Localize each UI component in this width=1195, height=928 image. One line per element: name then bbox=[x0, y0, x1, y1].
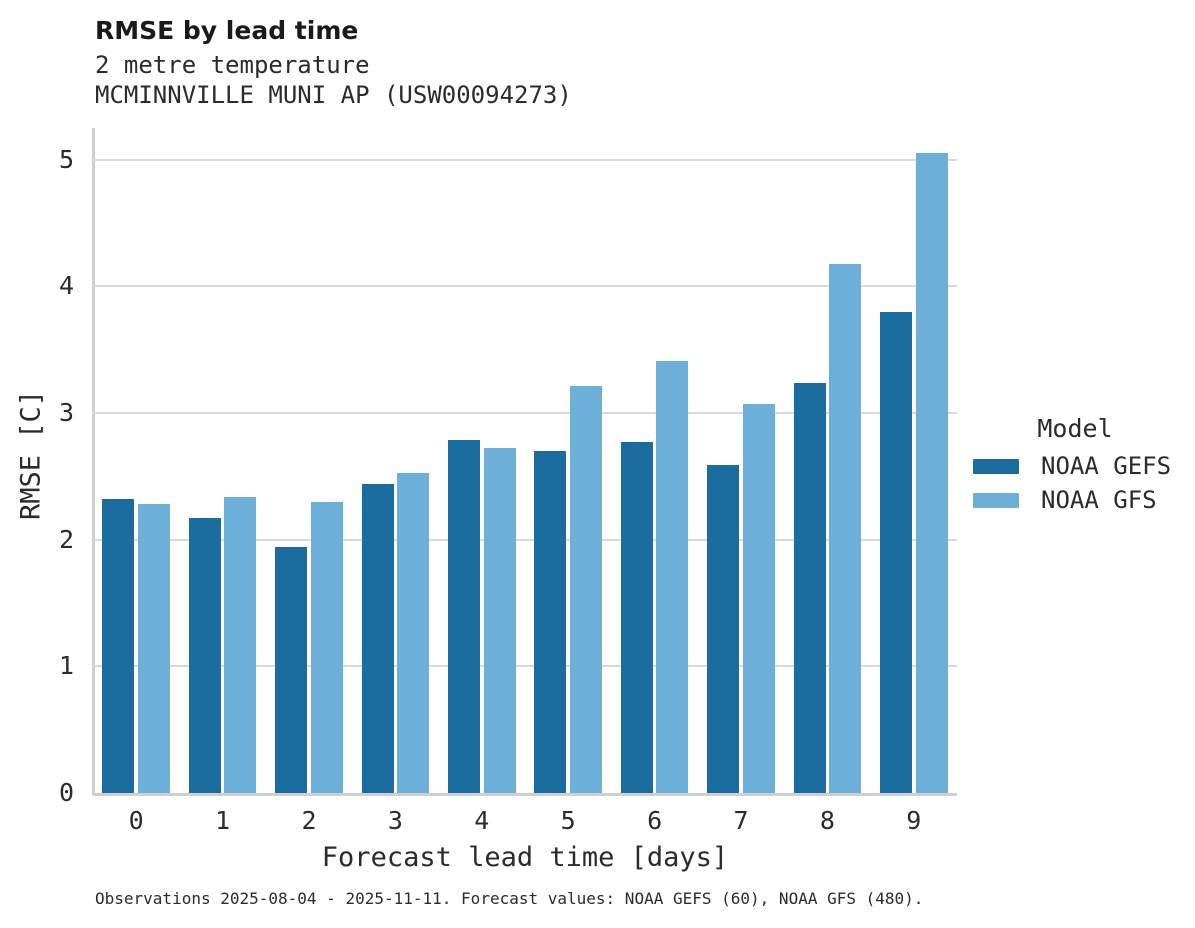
y-axis-spine bbox=[92, 128, 95, 796]
legend-rows: NOAA GEFS NOAA GFS bbox=[973, 449, 1177, 517]
plot-area bbox=[92, 128, 957, 796]
gridline-y-5 bbox=[93, 158, 957, 161]
bar-noaa-gfs-lead-7 bbox=[742, 404, 775, 793]
legend: Model NOAA GEFS NOAA GFS bbox=[973, 413, 1177, 517]
legend-label-noaa-gefs: NOAA GEFS bbox=[1041, 452, 1172, 480]
bar-noaa-gefs-lead-4 bbox=[448, 440, 480, 793]
bar-noaa-gefs-lead-5 bbox=[534, 451, 567, 793]
legend-swatch-noaa-gfs bbox=[973, 492, 1019, 508]
bar-noaa-gefs-lead-8 bbox=[793, 383, 826, 793]
bar-noaa-gfs-lead-1 bbox=[224, 497, 257, 793]
y-tick-label-5: 5 bbox=[58, 144, 74, 174]
gridline-y-4 bbox=[93, 285, 957, 288]
bar-noaa-gefs-lead-9 bbox=[880, 312, 912, 793]
x-tick-label-7: 7 bbox=[733, 806, 749, 835]
bar-noaa-gefs-lead-1 bbox=[188, 518, 221, 793]
gridline-y-2 bbox=[93, 538, 957, 541]
x-tick-label-8: 8 bbox=[819, 806, 835, 835]
x-tick-label-3: 3 bbox=[387, 806, 403, 835]
bar-noaa-gefs-lead-6 bbox=[620, 442, 653, 793]
bar-noaa-gefs-lead-0 bbox=[102, 499, 135, 793]
bar-noaa-gfs-lead-3 bbox=[397, 473, 430, 793]
caption-text: Observations 2025-08-04 - 2025-11-11. Fo… bbox=[95, 889, 924, 908]
y-tick-label-3: 3 bbox=[58, 398, 74, 427]
x-tick-label-2: 2 bbox=[301, 806, 317, 835]
bar-noaa-gfs-lead-5 bbox=[570, 386, 602, 793]
chart-subtitle-variable: 2 metre temperature bbox=[95, 51, 370, 79]
chart-subtitle-station: MCMINNVILLE MUNI AP (USW00094273) bbox=[95, 81, 572, 109]
x-tick-label-5: 5 bbox=[560, 806, 576, 835]
bar-noaa-gfs-lead-8 bbox=[829, 264, 862, 793]
x-tick-label-4: 4 bbox=[474, 806, 490, 835]
x-tick-label-1: 1 bbox=[215, 806, 231, 835]
legend-title: Model bbox=[1037, 414, 1113, 443]
bar-noaa-gefs-lead-3 bbox=[361, 484, 394, 793]
bar-noaa-gefs-lead-7 bbox=[707, 465, 740, 793]
bar-noaa-gfs-lead-9 bbox=[915, 153, 948, 793]
bar-noaa-gfs-lead-6 bbox=[656, 361, 689, 793]
bar-noaa-gefs-lead-2 bbox=[275, 547, 308, 793]
x-axis-baseline bbox=[93, 793, 957, 796]
gridline-y-1 bbox=[93, 665, 957, 668]
legend-swatch-noaa-gefs bbox=[973, 458, 1019, 474]
y-tick-label-4: 4 bbox=[58, 271, 74, 301]
x-tick-label-6: 6 bbox=[647, 806, 663, 835]
legend-item-noaa-gefs: NOAA GEFS bbox=[973, 449, 1177, 483]
y-tick-label-2: 2 bbox=[58, 524, 74, 554]
gridline-y-3 bbox=[93, 412, 957, 414]
bar-noaa-gfs-lead-4 bbox=[483, 448, 516, 793]
legend-item-noaa-gfs: NOAA GFS bbox=[973, 483, 1177, 517]
bar-noaa-gfs-lead-2 bbox=[310, 502, 343, 793]
bar-noaa-gfs-lead-0 bbox=[138, 504, 170, 793]
x-tick-label-0: 0 bbox=[128, 806, 144, 835]
y-tick-label-0: 0 bbox=[58, 778, 74, 807]
chart-title: RMSE by lead time bbox=[95, 16, 359, 45]
x-tick-label-9: 9 bbox=[906, 806, 922, 835]
y-tick-label-1: 1 bbox=[58, 651, 74, 681]
legend-label-noaa-gfs: NOAA GFS bbox=[1041, 486, 1157, 514]
x-axis-label: Forecast lead time [days] bbox=[321, 842, 729, 873]
